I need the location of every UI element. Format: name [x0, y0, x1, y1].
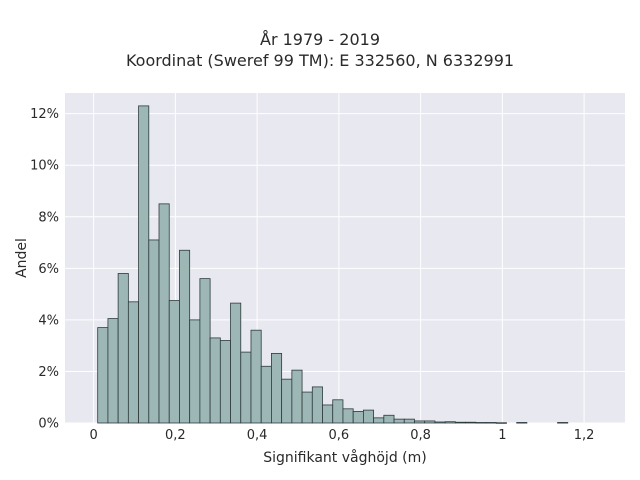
histogram-bar [352, 410, 364, 424]
histogram-bar [495, 422, 507, 424]
x-axis-label: Signifikant våghöjd (m) [263, 449, 426, 466]
histogram-bar [322, 404, 334, 424]
y-axis-label: Andel [14, 238, 30, 278]
histogram-bar [230, 302, 242, 424]
histogram-bar [291, 369, 303, 424]
histogram-bar [332, 399, 344, 424]
histogram-bar [199, 278, 211, 424]
histogram-bar [209, 337, 221, 424]
histogram-bar [454, 421, 466, 424]
y-tick-label: 12% [30, 107, 59, 122]
y-tick-label: 6% [38, 262, 59, 277]
x-tick-label: 1 [498, 428, 506, 443]
x-tick-label: 0,8 [410, 428, 431, 443]
x-axis-ticks: 0 0,2 0,4 0,6 0,8 1 1,2 [89, 428, 594, 443]
histogram-bar [373, 417, 385, 424]
y-tick-label: 0% [38, 417, 59, 432]
histogram-bar [516, 422, 528, 424]
histogram-bar [158, 203, 170, 424]
histogram-bar [281, 378, 293, 424]
histogram-bar [301, 391, 313, 424]
y-tick-label: 10% [30, 159, 59, 174]
histogram-bar [383, 414, 395, 424]
histogram-bar [250, 329, 262, 424]
histogram-bar [311, 386, 323, 424]
histogram-bar [107, 318, 119, 424]
y-axis-ticks: 0% 2% 4% 6% 8% 10% 12% [30, 107, 59, 431]
histogram-bar [148, 239, 160, 424]
x-tick-label: 0 [89, 428, 97, 443]
histogram-bar [485, 422, 497, 424]
y-tick-label: 4% [38, 313, 59, 328]
x-tick-label: 0,6 [329, 428, 350, 443]
histogram-bar [138, 105, 150, 424]
histogram-bar [271, 352, 283, 424]
histogram-bar [557, 422, 569, 424]
histogram-bar [393, 418, 405, 424]
histogram-bar [97, 327, 109, 424]
histogram-bar [424, 420, 436, 424]
histogram-bar [219, 340, 231, 424]
histogram-bars [97, 105, 569, 424]
histogram-bar [475, 422, 487, 424]
x-tick-label: 0,2 [165, 428, 186, 443]
histogram-bar [127, 301, 139, 424]
y-tick-label: 8% [38, 210, 59, 225]
histogram-bar [168, 300, 180, 424]
histogram-bar [434, 421, 446, 424]
y-tick-label: 2% [38, 365, 59, 380]
chart-title: År 1979 - 2019 [260, 30, 380, 49]
histogram-bar [362, 409, 375, 424]
histogram-bar [414, 420, 426, 424]
chart-subtitle: Koordinat (Sweref 99 TM): E 332560, N 63… [125, 51, 515, 70]
x-tick-label: 0,4 [247, 428, 268, 443]
histogram-bar [444, 421, 456, 424]
histogram-bar [179, 249, 191, 424]
histogram-bar [342, 408, 354, 424]
histogram-bar [260, 365, 272, 424]
x-tick-label: 1,2 [574, 428, 595, 443]
histogram-bar [465, 421, 477, 424]
histogram-bar [240, 351, 252, 424]
histogram-bar [403, 418, 415, 424]
histogram-bar [117, 273, 129, 424]
histogram-bar [189, 319, 201, 424]
